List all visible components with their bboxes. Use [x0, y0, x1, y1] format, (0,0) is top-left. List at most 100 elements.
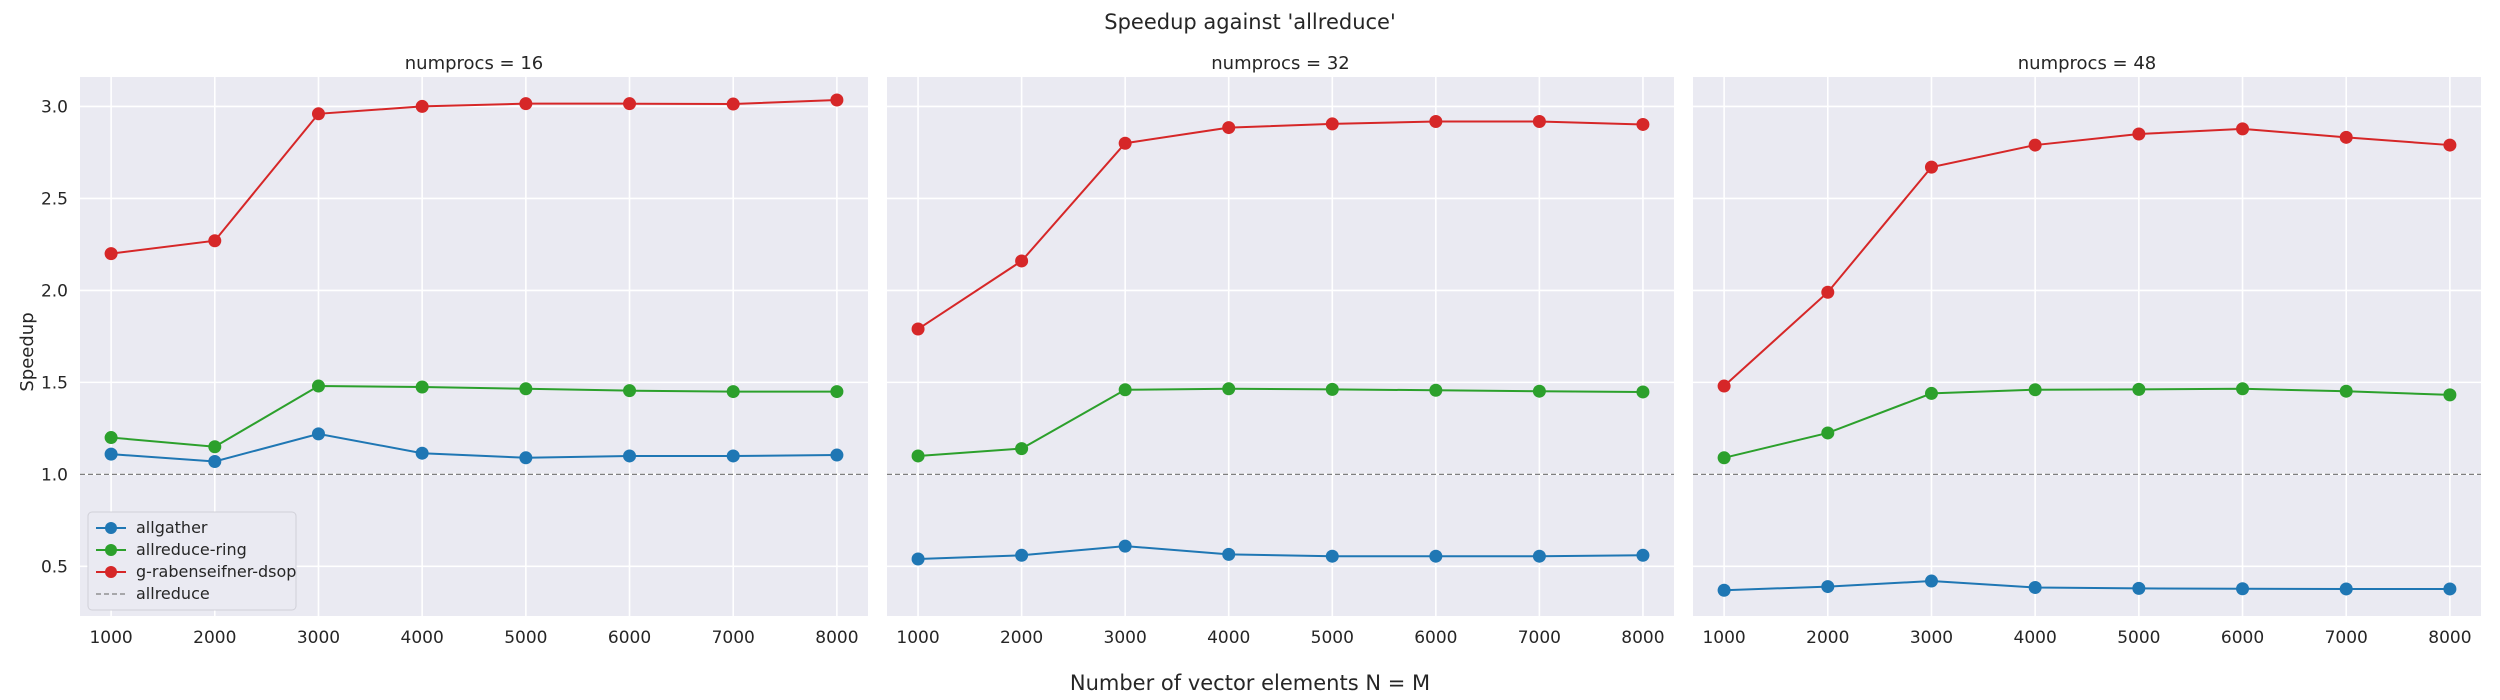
- data-point: [1015, 254, 1029, 268]
- data-point: [415, 380, 429, 394]
- data-point: [2028, 580, 2042, 594]
- data-point: [2339, 130, 2353, 144]
- data-point: [726, 97, 740, 111]
- data-point: [1118, 539, 1132, 553]
- x-tick-label: 4000: [401, 628, 444, 648]
- data-point: [2339, 384, 2353, 398]
- series-line: [1723, 387, 2450, 459]
- data-point: [2443, 582, 2457, 596]
- data-point: [726, 385, 740, 399]
- x-tick-label: 7000: [2325, 628, 2368, 648]
- data-point: [2028, 383, 2042, 397]
- x-tick-label: 8000: [1621, 628, 1664, 648]
- data-point: [1717, 379, 1731, 393]
- data-point: [830, 448, 844, 462]
- panel-2: 1000 2000 3000 4000 5000 6000 7000 8000 numprocs…: [887, 53, 1674, 648]
- data-point: [1325, 549, 1339, 563]
- x-tick-label: 6000: [1414, 628, 1457, 648]
- x-tick-label: 2000: [193, 628, 236, 648]
- data-point: [519, 97, 533, 111]
- series-line: [111, 385, 837, 448]
- data-point: [623, 449, 637, 463]
- legend-label: g-rabenseifner-dsop: [136, 562, 296, 581]
- data-point: [1015, 548, 1029, 562]
- data-point: [1924, 160, 1938, 174]
- x-tick-label: 3000: [297, 628, 340, 648]
- legend-box: [87, 511, 297, 611]
- data-point: [208, 440, 222, 454]
- data-point: [1532, 384, 1546, 398]
- x-tick-label: 4000: [2014, 628, 2057, 648]
- chart-title: Speedup against 'allreduce': [1104, 10, 1396, 34]
- panel-3: 1000 2000 3000 4000 5000 6000 7000 8000 numprocs…: [1693, 53, 2481, 648]
- legend-marker: [105, 522, 117, 534]
- data-point: [208, 454, 222, 468]
- legend-entry-allreduce: allreduce: [96, 584, 210, 603]
- data-point: [1821, 580, 1835, 594]
- series-g-rabenseifner-dsop: [911, 115, 1650, 336]
- legend-entry-allgather: allgather: [96, 518, 208, 537]
- series-line: [918, 545, 1643, 560]
- data-point: [415, 99, 429, 113]
- data-point: [830, 385, 844, 399]
- data-point: [1821, 285, 1835, 299]
- data-point: [911, 449, 925, 463]
- data-point: [519, 382, 533, 396]
- chart-panels: 1000 2000 3000 4000 5000 6000 7000 8000 0.5 1.0 1.…: [41, 53, 2481, 648]
- data-point: [311, 379, 325, 393]
- x-tick-label: 7000: [712, 628, 755, 648]
- x-tick-label: 1000: [1702, 628, 1745, 648]
- data-point: [1821, 426, 1835, 440]
- data-point: [1717, 451, 1731, 465]
- data-point: [911, 552, 925, 566]
- legend-entry-g-rabenseifner-dsop: g-rabenseifner-dsop: [96, 562, 296, 581]
- y-axis-label: Speedup: [17, 312, 38, 391]
- data-point: [1636, 117, 1650, 131]
- x-tick-label: 4000: [1207, 628, 1250, 648]
- data-point: [1532, 549, 1546, 563]
- legend-marker: [105, 566, 117, 578]
- data-point: [1325, 117, 1339, 131]
- data-point: [2028, 138, 2042, 152]
- data-point: [911, 322, 925, 336]
- data-point: [1636, 548, 1650, 562]
- legend: allgather allreduce-ring g-rabenseifner-ds…: [87, 511, 297, 611]
- data-point: [1015, 442, 1029, 456]
- data-point: [1636, 385, 1650, 399]
- x-tick-label: 5000: [2117, 628, 2160, 648]
- series-line: [1724, 580, 2450, 592]
- series-g-rabenseifner-dsop: [104, 93, 844, 261]
- data-point: [519, 451, 533, 465]
- x-tick-label: 2000: [1806, 628, 1849, 648]
- data-point: [1325, 382, 1339, 396]
- data-point: [1222, 382, 1236, 396]
- y-tick-label: 1.0: [41, 465, 68, 485]
- x-tick-label: 5000: [504, 628, 547, 648]
- y-tick-label: 3.0: [41, 97, 68, 117]
- x-tick-label: 7000: [1518, 628, 1561, 648]
- x-tick-label: 8000: [815, 628, 858, 648]
- x-tick-label: 3000: [1910, 628, 1953, 648]
- data-point: [1532, 115, 1546, 129]
- data-point: [311, 107, 325, 121]
- legend-label: allgather: [136, 518, 208, 537]
- data-point: [2443, 138, 2457, 152]
- series-allgather: [104, 427, 844, 468]
- series-line: [917, 120, 1643, 330]
- x-tick-label: 1000: [89, 628, 132, 648]
- data-point: [2236, 582, 2250, 596]
- plot-background: [887, 77, 1674, 616]
- series-allreduce-ring: [1717, 382, 2457, 465]
- data-point: [1222, 121, 1236, 135]
- series-line: [111, 432, 837, 463]
- x-tick-label: 3000: [1104, 628, 1147, 648]
- series-line: [917, 387, 1643, 457]
- data-point: [726, 449, 740, 463]
- legend-entry-allreduce-ring: allreduce-ring: [96, 540, 247, 559]
- y-tick-label: 2.0: [41, 281, 68, 301]
- data-point: [1924, 386, 1938, 400]
- data-point: [2132, 382, 2146, 396]
- series-allreduce-ring: [911, 382, 1650, 463]
- data-point: [830, 93, 844, 107]
